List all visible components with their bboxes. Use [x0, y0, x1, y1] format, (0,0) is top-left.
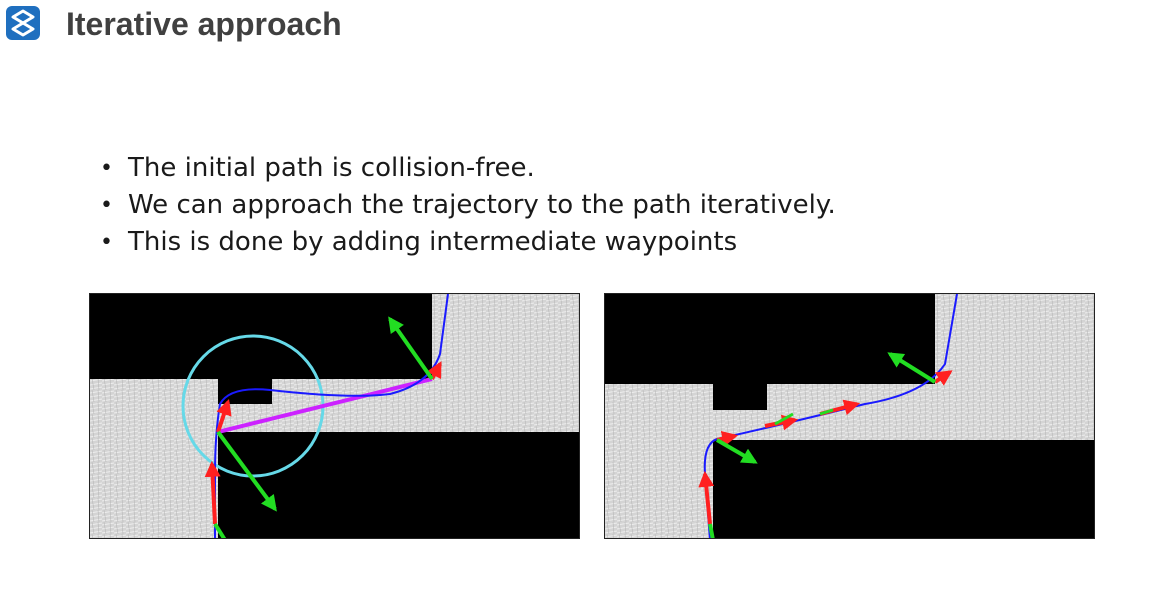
bullet-item: • This is done by adding intermediate way…	[100, 227, 738, 257]
bullet-item: • The initial path is collision-free.	[100, 153, 535, 183]
logo-icon	[6, 6, 40, 40]
initial-path-figure	[89, 293, 580, 539]
page-title: Iterative approach	[66, 6, 342, 42]
bullet-list: • The initial path is collision-free. • We…	[98, 150, 836, 261]
waypoints-figure	[604, 293, 1095, 539]
bullet-item: • We can approach the trajectory to the p…	[100, 190, 836, 220]
